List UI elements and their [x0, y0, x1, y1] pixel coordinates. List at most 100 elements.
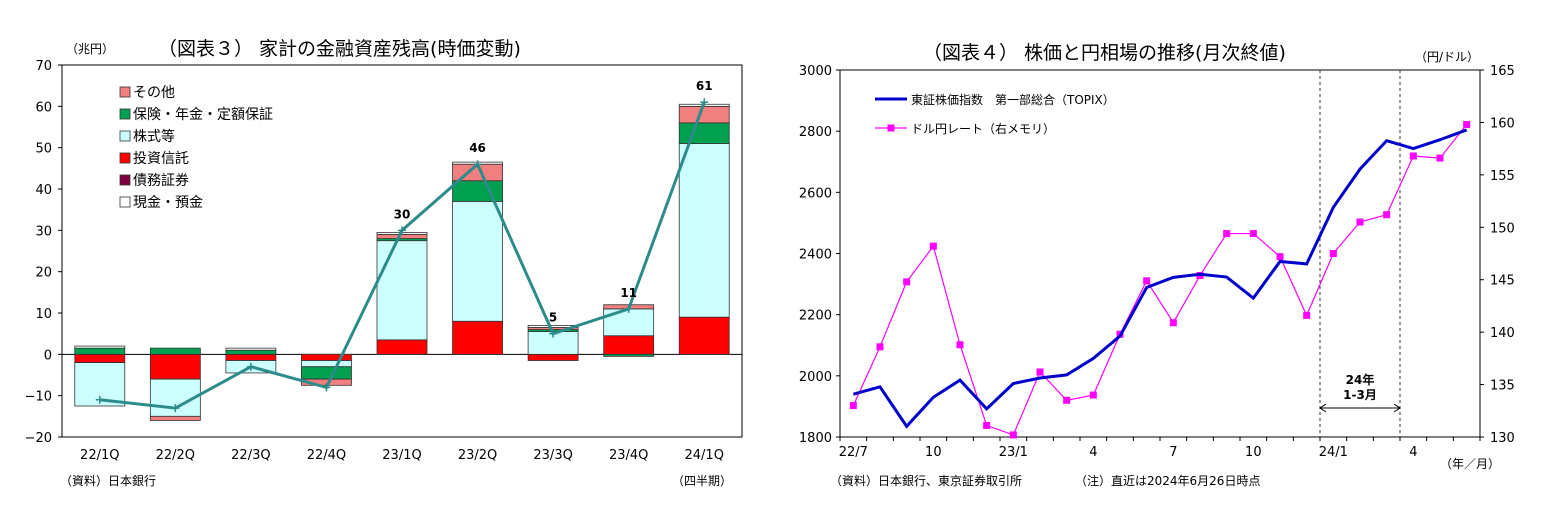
y-tick-label: 2200	[799, 309, 832, 324]
legend-label: 債務証券	[133, 173, 189, 189]
usdjpy-marker	[1089, 391, 1097, 399]
legend-label: 現金・預金	[133, 195, 203, 211]
x-tick-label: 4	[1089, 445, 1097, 460]
usdjpy-marker	[1329, 250, 1337, 257]
annotation-label: 1-3月	[1343, 388, 1377, 402]
total-marker	[398, 226, 406, 235]
y2-tick-label: 140	[1490, 326, 1515, 341]
bar-segment	[452, 200, 503, 322]
bar-segment	[376, 234, 428, 239]
topix-line	[852, 128, 1468, 429]
usdjpy-marker	[983, 421, 991, 429]
legend-label: 株式等	[133, 128, 175, 145]
chart3-y-unit: （兆円）	[66, 42, 115, 56]
bar-segment	[225, 349, 277, 355]
bar-segment	[678, 143, 730, 318]
usdjpy-marker	[1436, 154, 1444, 162]
y-tick-label: 40	[35, 183, 52, 198]
x-tick-label: 24/1Q	[685, 448, 724, 463]
y-tick-label: 2400	[799, 248, 832, 263]
legend-label: 保険・年金・定額保証	[133, 107, 273, 123]
bar-segment	[149, 347, 201, 355]
usdjpy-marker	[1356, 218, 1364, 226]
chart-figure-4: （図表４） 株価と円相場の推移(月次終値) （円/ドル） （年／月） （資料）日…	[775, 0, 1550, 527]
usdjpy-marker	[1223, 230, 1231, 238]
chart3-title: （図表３） 家計の金融資産残高(時価変動)	[158, 38, 521, 60]
y-tick-label: 50	[35, 142, 52, 157]
y-tick-label: 10	[35, 307, 52, 322]
bar-segment	[225, 347, 277, 351]
x-tick-label: 23/4Q	[609, 448, 648, 463]
x-tick-label: 22/3Q	[231, 448, 270, 463]
usdjpy-marker	[849, 402, 857, 410]
y2-tick-label: 145	[1490, 274, 1515, 289]
bar-segment	[678, 316, 730, 355]
bar-segment	[376, 339, 428, 355]
chart3-source: （資料）日本銀行	[60, 474, 157, 488]
data-label: 11	[620, 286, 637, 300]
legend-swatch-marker	[887, 124, 895, 132]
bar-segment	[149, 415, 201, 421]
bar-segment	[603, 308, 655, 337]
bar-segment	[678, 105, 730, 124]
plot-frame	[61, 64, 743, 438]
data-label: 61	[696, 79, 713, 93]
x-tick-label: 24/1	[1319, 445, 1348, 460]
x-tick-label: 23/2Q	[458, 448, 497, 463]
chart4-y2-unit: （円/ドル）	[1415, 50, 1480, 64]
usdjpy-marker	[1409, 152, 1417, 160]
chart4-note: （注）直近は2024年6月26日時点	[1075, 474, 1261, 488]
usdjpy-marker	[956, 341, 964, 349]
legend-label: その他	[133, 85, 175, 101]
bar-segment	[149, 353, 201, 380]
y2-tick-label: 130	[1490, 431, 1515, 446]
bar-segment	[74, 353, 126, 364]
legend-swatch	[119, 130, 131, 142]
legend-swatch	[119, 108, 131, 120]
y-tick-label: 2800	[799, 125, 832, 140]
x-tick-label: 23/1Q	[382, 448, 421, 463]
bar-segment	[225, 353, 277, 361]
legend-label: 投資信託	[133, 151, 189, 167]
usdjpy-marker	[1009, 431, 1017, 439]
annotation-arrow-head	[1393, 403, 1401, 413]
bar-segment	[603, 335, 655, 355]
usdjpy-marker	[1249, 230, 1257, 238]
total-marker	[322, 383, 331, 392]
bar-segment	[527, 353, 579, 361]
x-tick-label: 22/7	[839, 445, 868, 460]
x-tick-label: 23/3Q	[533, 448, 572, 463]
x-tick-label: 4	[1409, 445, 1417, 460]
usdjpy-marker	[1276, 253, 1284, 261]
y-tick-label: 3000	[799, 64, 832, 79]
x-tick-label: 22/2Q	[156, 448, 195, 463]
y2-tick-label: 165	[1490, 64, 1515, 79]
y2-tick-label: 160	[1490, 116, 1515, 131]
legend-swatch	[119, 196, 131, 208]
usdjpy-marker	[1036, 368, 1044, 376]
bar-segment	[603, 353, 655, 357]
data-label: 30	[394, 207, 411, 221]
chart4-source: （資料）日本銀行、東京証券取引所	[830, 474, 1023, 488]
chart4-title: （図表４） 株価と円相場の推移(月次終値)	[923, 42, 1286, 64]
y-tick-label: −10	[25, 390, 52, 405]
usdjpy-marker	[929, 242, 937, 250]
y2-tick-label: 155	[1490, 169, 1515, 184]
y-tick-label: 30	[35, 224, 52, 239]
legend-swatch	[119, 152, 131, 164]
bar-segment	[74, 345, 126, 349]
usdjpy-line	[852, 124, 1468, 436]
usdjpy-marker	[1383, 211, 1391, 219]
bar-segment	[301, 353, 352, 361]
bar-segment	[301, 366, 352, 380]
x-tick-label: 22/4Q	[307, 448, 346, 463]
usdjpy-marker	[1303, 311, 1311, 319]
total-marker	[473, 160, 482, 169]
data-label: 5	[549, 311, 557, 325]
x-tick-label: 10	[925, 445, 942, 460]
total-marker	[171, 404, 180, 413]
annotation-label: 24年	[1346, 372, 1375, 387]
bar-segment	[678, 122, 730, 144]
chart4-plot: 1800 2000 2200 2400 2600 2800 3000 130 135 140 145…	[799, 64, 1515, 460]
total-marker	[246, 362, 255, 371]
